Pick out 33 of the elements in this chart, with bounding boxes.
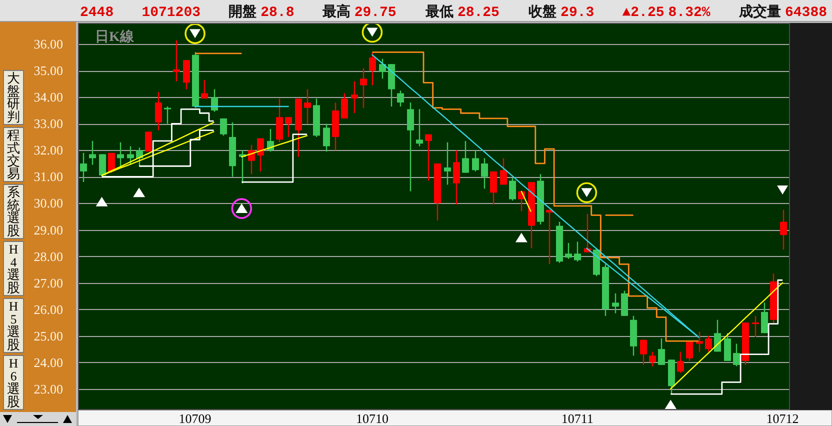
xtick-label: 10711 (561, 411, 594, 426)
ytick-label: 26.00 (34, 302, 63, 317)
ytick-label: 31.00 (34, 169, 63, 184)
subtitle-part: 收盤 29.3 (528, 5, 594, 21)
annotation: 大盤研判 (7, 72, 20, 124)
ytick-label: 28.00 (34, 248, 63, 264)
ytick-label: 34.00 (34, 90, 63, 105)
ytick-label: 35.00 (34, 63, 63, 78)
ytick-label: 29.00 (34, 222, 63, 238)
subtitle-part: 最高 29.75 (322, 5, 396, 21)
subtitle-part: 1071203 (142, 5, 201, 21)
xtick-label: 10709 (178, 411, 212, 426)
subtitle-part: 開盤 28.8 (228, 5, 294, 21)
annotation: H5選股 (7, 300, 20, 352)
ytick-label: 23.00 (34, 381, 63, 396)
ytick-label: 27.00 (34, 275, 63, 290)
subtitle-part: ▲2.25 8.32% (622, 5, 710, 21)
ytick-label: 25.00 (34, 328, 63, 344)
title: 日K線 (95, 30, 134, 45)
ytick-label: 32.00 (34, 142, 63, 158)
ytick-label: 33.00 (34, 116, 63, 132)
xtick-label: 10712 (766, 411, 799, 426)
subtitle-part: 最低 28.25 (425, 5, 500, 21)
subtitle-part: 成交量 64388 (738, 5, 827, 21)
annotation: 系統選股 (7, 186, 20, 238)
annotation: H6選股 (7, 356, 20, 409)
annotation: H4選股 (7, 242, 20, 295)
ytick-label: 24.00 (34, 354, 63, 370)
subtitle-part: 2448 (80, 5, 114, 21)
annotation: 程式交易 (7, 128, 20, 181)
xtick-label: 10710 (356, 411, 388, 426)
ytick-label: 36.00 (34, 36, 63, 52)
ytick-label: 30.00 (34, 196, 63, 211)
